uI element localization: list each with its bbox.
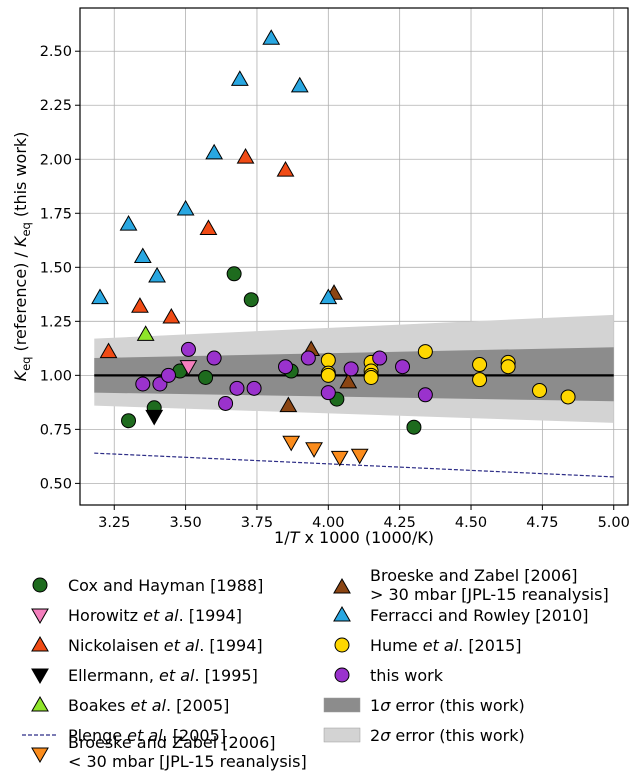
data-point-series-6: [305, 442, 323, 458]
data-point-series-10: [218, 395, 234, 411]
data-point-series-8: [290, 76, 309, 93]
y-label-part: (this work): [11, 132, 30, 223]
x-label-part: x 1000 (1000/K): [299, 528, 434, 547]
data-point-series-8: [205, 143, 224, 160]
y-tick-label: 1.75: [40, 206, 72, 222]
data-point-series-10: [246, 380, 262, 396]
data-point-series-9: [417, 344, 433, 360]
x-tick-label: 4.25: [384, 515, 416, 531]
data-point-series-8: [91, 288, 109, 305]
data-point-series-8: [148, 266, 166, 283]
data-point-series-2: [131, 297, 149, 313]
data-point-series-10: [320, 385, 336, 401]
data-point-series-7: [339, 372, 358, 389]
data-point-series-9: [320, 367, 336, 383]
data-point-series-9: [472, 372, 488, 388]
data-point-series-3: [145, 409, 164, 426]
y-tick-label: 2.25: [40, 98, 72, 114]
y-tick-label: 1.00: [40, 368, 72, 384]
y-tick-label: 1.50: [40, 260, 72, 276]
y-label-part: eq: [19, 222, 33, 236]
data-point-series-10: [343, 361, 359, 377]
x-tick-label: 3.25: [98, 515, 130, 531]
data-point-series-9: [500, 359, 516, 375]
data-point-series-10: [135, 376, 151, 392]
data-point-series-0: [243, 292, 259, 308]
y-label-part: eq: [19, 357, 33, 371]
data-point-series-8: [133, 247, 152, 264]
data-point-series-0: [226, 266, 242, 282]
data-point-series-6: [282, 435, 301, 452]
y-label-part: K: [11, 235, 30, 247]
data-point-series-6: [350, 448, 369, 465]
data-point-series-2: [276, 161, 295, 177]
x-axis-ticks: 3.25 3.50 3.75 4.00 4.25 4.50 4.75 5.00: [98, 505, 630, 531]
data-point-series-2: [236, 148, 255, 164]
data-point-series-7: [279, 396, 298, 413]
data-point-series-0: [198, 370, 214, 386]
data-points: [91, 29, 614, 478]
data-point-series-10: [300, 350, 316, 366]
data-point-series-8: [230, 70, 249, 86]
data-point-series-0: [121, 413, 137, 429]
data-point-series-9: [472, 357, 488, 373]
data-point-series-2: [199, 219, 218, 235]
data-point-series-1: [179, 360, 198, 376]
data-point-series-10: [229, 380, 245, 396]
x-tick-label: 4.75: [526, 515, 558, 531]
y-axis-ticks: 0.50 0.75 1.00 1.25 1.50 1.75 2.00 2.25 2.50: [40, 44, 80, 492]
plot-frame: [79, 7, 629, 506]
y-label-part: K: [11, 369, 30, 381]
data-point-series-10: [417, 387, 433, 403]
x-label-part: T: [290, 528, 301, 547]
data-point-series-10: [372, 350, 388, 366]
y-label-part: (reference) /: [11, 247, 30, 357]
data-point-series-4: [136, 325, 155, 341]
data-point-series-2: [162, 307, 181, 324]
y-tick-label: 0.50: [40, 476, 72, 492]
data-point-series-10: [395, 359, 411, 375]
x-tick-label: 3.75: [241, 515, 273, 531]
x-tick-label: 4.50: [455, 515, 487, 531]
data-point-series-9: [363, 370, 379, 386]
data-point-series-9: [320, 352, 336, 368]
data-point-series-10: [180, 341, 196, 357]
data-point-series-10: [160, 367, 176, 383]
y-tick-label: 0.75: [40, 422, 72, 438]
data-point-series-9: [560, 389, 576, 405]
data-point-series-2: [99, 342, 118, 359]
data-point-series-8: [176, 199, 195, 216]
data-point-series-8: [319, 288, 338, 305]
data-point-series-10: [206, 350, 222, 366]
x-tick-label: 5.00: [598, 515, 630, 531]
series-5-line: [94, 452, 614, 478]
data-point-series-8: [119, 215, 138, 231]
axes-frame: [79, 7, 629, 506]
y-tick-label: 1.25: [40, 314, 72, 330]
data-point-series-6: [330, 450, 349, 467]
data-point-series-9: [532, 382, 548, 398]
data-point-series-10: [278, 359, 293, 375]
plot-area: [80, 8, 628, 505]
y-tick-label: 2.00: [40, 152, 72, 168]
data-point-series-8: [262, 29, 281, 45]
x-tick-label: 4.00: [312, 515, 344, 531]
x-tick-label: 3.50: [169, 515, 201, 531]
plot-background: [80, 8, 628, 505]
x-axis-label: 1/T x 1000 (1000/K): [274, 528, 434, 547]
y-tick-label: 2.50: [40, 44, 72, 60]
y-axis-label: Keq (reference) / Keq (this work): [11, 132, 33, 382]
data-point-series-0: [406, 419, 422, 435]
x-label-part: 1/: [274, 528, 290, 547]
